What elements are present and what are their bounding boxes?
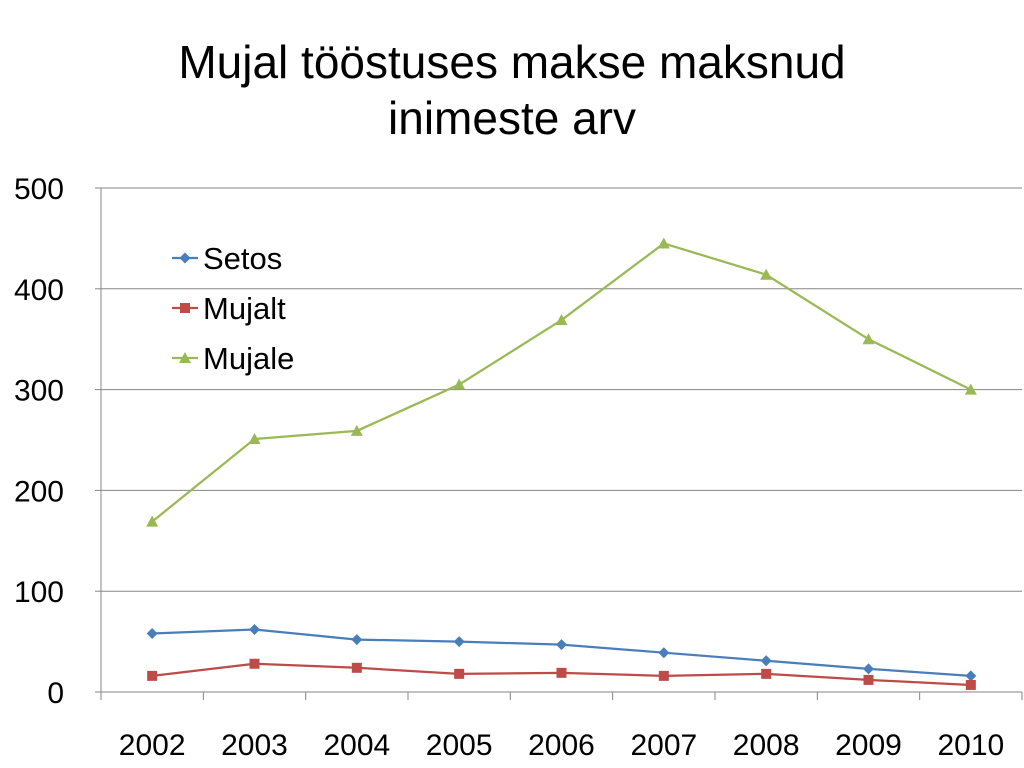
data-point-mujale-2006 [555, 314, 568, 326]
data-point-mujalt-2010 [965, 679, 976, 690]
chart-title: Mujal tööstuses makse maksnud inimeste a… [0, 34, 1024, 146]
legend-item-setos: Setos [172, 241, 282, 276]
axes: 0 100 200 300 400 500 2002 2003 2004 2005 2006 2007… [14, 173, 1023, 762]
data-point-mujalt-2004 [351, 662, 362, 673]
data-point-mujale-2002 [146, 515, 159, 527]
data-point-setos-2008 [760, 655, 772, 667]
x-tick-label-2009: 2009 [835, 729, 902, 762]
x-tick-label-2005: 2005 [426, 729, 493, 762]
data-point-mujalt-2008 [761, 668, 772, 679]
data-point-mujale-2007 [657, 237, 670, 249]
x-tick-label-2003: 2003 [221, 729, 288, 762]
chart-title-line-2: inimeste arv [388, 92, 636, 144]
legend: Setos Mujalt Mujale [172, 241, 294, 376]
data-point-mujale-2005 [453, 378, 466, 390]
y-tick-label-100: 100 [14, 576, 64, 609]
data-point-mujale-2004 [350, 424, 363, 436]
data-point-mujale-2008 [760, 268, 773, 280]
data-point-setos-2004 [351, 634, 363, 646]
y-tick-label-300: 300 [14, 375, 64, 408]
y-tick-label-500: 500 [14, 173, 64, 206]
gridlines [101, 187, 1022, 592]
x-tick-label-2010: 2010 [937, 729, 1004, 762]
x-tick-label-2004: 2004 [323, 729, 390, 762]
data-point-setos-2002 [146, 628, 158, 640]
data-point-setos-2009 [863, 663, 874, 675]
data-point-setos-2005 [453, 636, 465, 648]
data-point-setos-2010 [965, 670, 977, 682]
series-line-mujale [151, 242, 972, 523]
legend-label-setos: Setos [203, 241, 282, 276]
series-setos [146, 624, 977, 682]
data-point-mujalt-2009 [863, 674, 874, 685]
data-point-mujale-2009 [862, 333, 875, 345]
data-point-mujalt-2007 [658, 670, 669, 681]
x-tick-label-2008: 2008 [733, 729, 800, 762]
data-point-mujalt-2002 [147, 670, 158, 681]
data-point-mujale-2003 [248, 432, 261, 444]
data-point-mujalt-2006 [556, 667, 567, 678]
series-group [146, 237, 977, 690]
chart-title-line-1: Mujal tööstuses makse maksnud [178, 36, 846, 88]
legend-marker-mujalt [180, 303, 190, 313]
data-point-mujale-2010 [964, 383, 977, 395]
data-point-setos-2007 [658, 647, 670, 659]
legend-label-mujalt: Mujalt [203, 291, 286, 326]
legend-marker-setos [179, 252, 191, 264]
x-tick-label-2007: 2007 [630, 729, 697, 762]
series-mujalt [147, 658, 976, 690]
series-mujale [146, 237, 977, 527]
y-tick-label-400: 400 [14, 274, 64, 307]
y-tick-label-200: 200 [14, 475, 64, 508]
data-point-mujalt-2005 [454, 668, 465, 679]
legend-item-mujale: Mujale [172, 341, 294, 376]
data-point-setos-2006 [556, 639, 567, 651]
x-tick-label-2006: 2006 [528, 729, 595, 762]
data-point-mujalt-2003 [249, 658, 260, 669]
x-tick-label-2002: 2002 [119, 729, 186, 762]
y-tick-label-0: 0 [47, 677, 64, 710]
legend-marker-mujale [179, 352, 191, 363]
data-point-setos-2003 [249, 624, 260, 636]
legend-label-mujale: Mujale [203, 341, 294, 376]
legend-item-mujalt: Mujalt [172, 291, 286, 326]
